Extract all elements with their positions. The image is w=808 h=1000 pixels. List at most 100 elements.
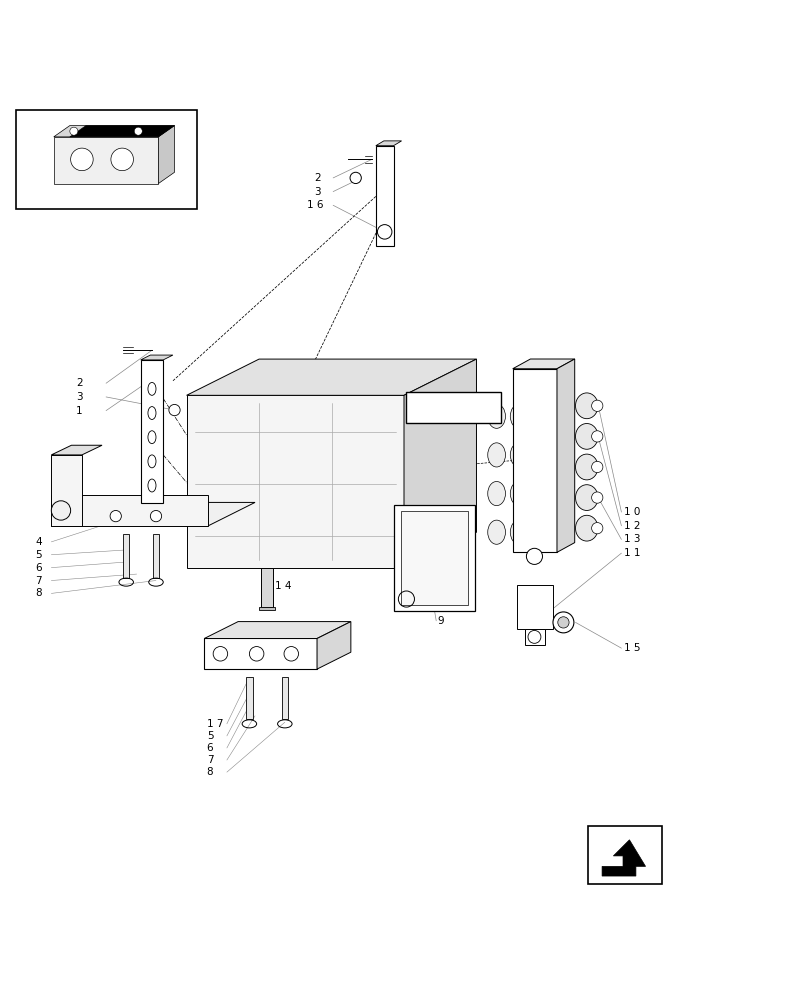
- Polygon shape: [513, 359, 574, 369]
- Circle shape: [169, 404, 180, 416]
- Bar: [141, 360, 163, 503]
- Polygon shape: [317, 622, 351, 669]
- Ellipse shape: [488, 481, 506, 506]
- Bar: [406, 392, 501, 423]
- Polygon shape: [52, 445, 102, 455]
- Ellipse shape: [148, 479, 156, 492]
- Text: 1 3: 1 3: [624, 534, 640, 544]
- Text: 1: 1: [76, 406, 83, 416]
- Ellipse shape: [148, 431, 156, 444]
- Circle shape: [250, 647, 264, 661]
- Circle shape: [52, 501, 70, 520]
- Ellipse shape: [511, 520, 528, 544]
- Circle shape: [110, 510, 121, 522]
- Bar: [376, 146, 393, 246]
- Text: 8: 8: [207, 767, 213, 777]
- Bar: [394, 505, 475, 611]
- Ellipse shape: [148, 455, 156, 468]
- Circle shape: [70, 148, 93, 171]
- Text: 1 2: 1 2: [624, 521, 640, 531]
- Text: 1 1: 1 1: [624, 548, 640, 558]
- Polygon shape: [204, 622, 351, 638]
- Circle shape: [284, 647, 298, 661]
- Circle shape: [150, 510, 162, 522]
- Circle shape: [350, 172, 361, 184]
- Text: 5: 5: [207, 731, 213, 741]
- Bar: [153, 534, 159, 578]
- Bar: [262, 568, 273, 607]
- Ellipse shape: [575, 424, 598, 449]
- Bar: [587, 826, 662, 884]
- Circle shape: [558, 617, 569, 628]
- Polygon shape: [141, 355, 173, 360]
- Ellipse shape: [532, 404, 550, 428]
- Polygon shape: [259, 607, 276, 610]
- Polygon shape: [53, 137, 158, 184]
- Polygon shape: [602, 840, 646, 876]
- Text: 1 6: 1 6: [307, 200, 324, 210]
- Text: 4: 4: [36, 537, 42, 547]
- Circle shape: [213, 647, 228, 661]
- Polygon shape: [52, 502, 255, 526]
- Bar: [282, 677, 288, 719]
- Polygon shape: [204, 638, 317, 669]
- Polygon shape: [513, 369, 557, 552]
- Text: 1 0: 1 0: [624, 507, 640, 517]
- Polygon shape: [52, 455, 82, 526]
- Bar: [123, 534, 129, 578]
- Text: 2: 2: [314, 173, 321, 183]
- Bar: [401, 511, 469, 605]
- Polygon shape: [404, 359, 477, 568]
- Polygon shape: [69, 126, 175, 137]
- Polygon shape: [187, 359, 477, 395]
- Circle shape: [528, 630, 541, 643]
- Ellipse shape: [532, 481, 550, 506]
- Bar: [246, 677, 253, 719]
- Circle shape: [591, 523, 603, 534]
- Ellipse shape: [532, 520, 550, 544]
- Ellipse shape: [488, 520, 506, 544]
- Circle shape: [377, 225, 392, 239]
- Text: 5: 5: [36, 550, 42, 560]
- Polygon shape: [376, 141, 402, 146]
- Polygon shape: [557, 359, 574, 552]
- Text: 7: 7: [207, 755, 213, 765]
- Circle shape: [69, 127, 78, 135]
- Ellipse shape: [575, 454, 598, 480]
- Circle shape: [111, 148, 133, 171]
- Text: 3: 3: [76, 392, 83, 402]
- Circle shape: [526, 548, 542, 564]
- Ellipse shape: [148, 382, 156, 395]
- Ellipse shape: [148, 407, 156, 419]
- Circle shape: [591, 400, 603, 411]
- Ellipse shape: [532, 443, 550, 467]
- Text: 3: 3: [314, 187, 321, 197]
- Text: 9: 9: [438, 616, 444, 626]
- Ellipse shape: [511, 443, 528, 467]
- Text: 1 4: 1 4: [276, 581, 292, 591]
- Circle shape: [553, 612, 574, 633]
- Circle shape: [134, 127, 142, 135]
- Text: 8: 8: [36, 588, 42, 598]
- Polygon shape: [158, 126, 175, 184]
- Circle shape: [591, 492, 603, 503]
- Bar: [16, 110, 197, 209]
- Text: 6: 6: [207, 743, 213, 753]
- Text: 6: 6: [36, 563, 42, 573]
- Polygon shape: [53, 126, 175, 137]
- Polygon shape: [517, 585, 553, 629]
- Ellipse shape: [575, 485, 598, 510]
- Text: 1 7: 1 7: [207, 719, 223, 729]
- Text: 1 5: 1 5: [624, 643, 640, 653]
- Text: 2: 2: [76, 378, 83, 388]
- Ellipse shape: [488, 443, 506, 467]
- Ellipse shape: [511, 481, 528, 506]
- Text: PAG. 2: PAG. 2: [431, 401, 475, 414]
- Ellipse shape: [575, 393, 598, 419]
- Circle shape: [591, 461, 603, 473]
- Text: 7: 7: [36, 576, 42, 586]
- Circle shape: [591, 431, 603, 442]
- Ellipse shape: [488, 404, 506, 428]
- Ellipse shape: [511, 404, 528, 428]
- Ellipse shape: [575, 515, 598, 541]
